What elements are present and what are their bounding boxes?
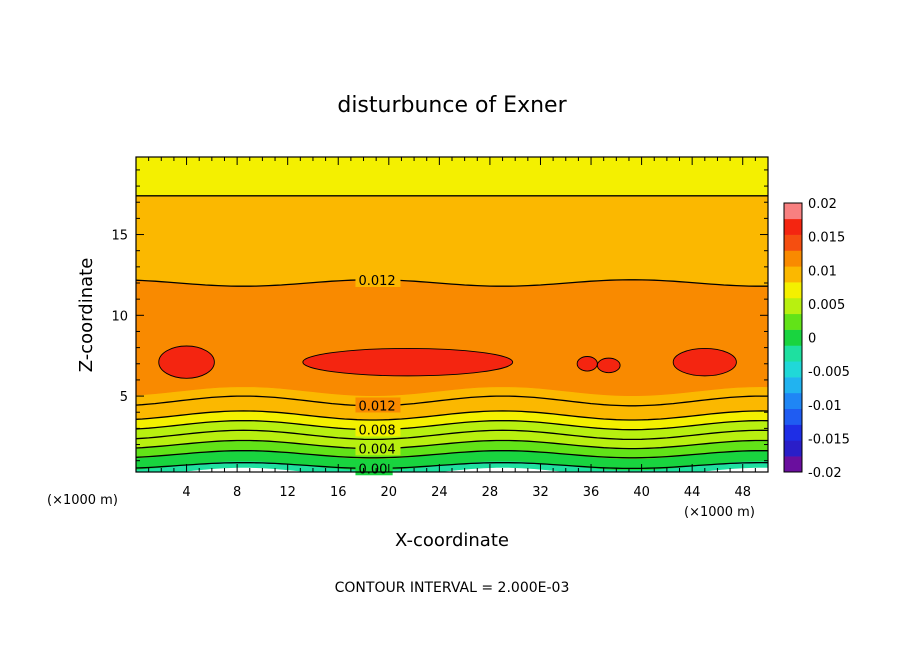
contour-label: 0.00: [358, 462, 387, 477]
x-unit-left: (×1000 m): [47, 493, 118, 508]
colorbar-swatch: [784, 234, 802, 251]
colorbar-swatch: [784, 392, 802, 410]
maximum-region-2: [576, 356, 598, 372]
y-tick-label: 10: [111, 309, 128, 324]
x-tick-label: 24: [431, 485, 448, 500]
fill-band-12: [136, 157, 768, 197]
colorbar-swatch: [784, 424, 802, 441]
contour-label: 0.004: [358, 442, 395, 457]
maximum-region-1: [302, 347, 514, 377]
x-tick-label: 4: [182, 485, 190, 500]
x-tick-label: 48: [734, 485, 751, 500]
x-tick-label: 20: [381, 485, 398, 500]
colorbar-tick-label: 0: [808, 332, 816, 347]
colorbar-tick-label: -0.01: [808, 399, 842, 414]
colorbar-swatch: [784, 408, 802, 425]
contour-line-3: [136, 429, 768, 441]
x-tick-label: 40: [633, 485, 650, 500]
maximum-region-0: [158, 345, 215, 379]
contour-label-bg: [355, 421, 401, 437]
y-axis: 5 10 15: [111, 169, 768, 462]
contour-lines: [136, 195, 768, 470]
x-tick-label: 16: [330, 485, 347, 500]
maximum-region-4: [672, 347, 737, 377]
x-tick-label: 8: [233, 485, 241, 500]
colorbar-swatch: [784, 345, 802, 362]
contour-interval-note: CONTOUR INTERVAL = 2.000E-03: [335, 580, 570, 596]
colorbar-tick-label: 0.02: [808, 197, 837, 212]
fill-band-11: [136, 195, 768, 239]
colorbar-tick-label: -0.005: [808, 365, 850, 380]
colorbar-swatch: [784, 456, 802, 473]
x-tick-label: 36: [583, 485, 600, 500]
colorbar-swatch: [784, 377, 802, 394]
contour-label-bg: [355, 440, 401, 456]
contour-fills: [136, 157, 768, 472]
contour-line-6: [136, 395, 768, 407]
x-tick-label: 32: [532, 485, 549, 500]
contour-label: 0.008: [358, 423, 395, 438]
colorbar-tick-label: -0.015: [808, 432, 850, 447]
colorbar-tick-label: 0.015: [808, 231, 845, 246]
colorbar-swatch: [784, 203, 802, 220]
x-tick-label: 44: [684, 485, 701, 500]
colorbar-tick-label: -0.02: [808, 466, 842, 481]
colorbar-swatch: [784, 218, 802, 235]
contour-line-4: [136, 419, 768, 431]
colorbar-swatch: [784, 313, 802, 330]
x-axis: 4 8 12 16 20 24 28 32 36 40 44 48: [148, 157, 756, 500]
colorbar-frame: [783, 202, 803, 473]
contour-line-0: [136, 461, 768, 470]
contour-labels: 0.00 0.004 0.008 0.012 0.012: [355, 271, 401, 477]
contour-line-1: [136, 450, 768, 459]
contour-label: 0.012: [358, 274, 395, 289]
y-axis-label: Z-coordinate: [76, 258, 97, 373]
maximum-region-3: [596, 357, 621, 374]
colorbar-swatch: [784, 329, 802, 346]
contour-label: 0.012: [358, 399, 395, 414]
colorbar-swatch: [784, 266, 802, 283]
chart-title: disturbunce of Exner: [337, 93, 567, 118]
colorbar-swatch: [784, 297, 802, 315]
colorbar-tick-label: 0.005: [808, 298, 845, 313]
colorbar-swatch: [784, 440, 802, 457]
colorbar-swatch: [784, 282, 802, 299]
contour-line-7: [136, 279, 768, 287]
y-tick-label: 15: [111, 229, 128, 244]
colorbar-tick-label: 0.01: [808, 264, 837, 279]
x-unit-right: (×1000 m): [684, 505, 755, 520]
x-tick-label: 28: [482, 485, 499, 500]
x-axis-label: X-coordinate: [395, 530, 509, 551]
x-tick-label: 12: [279, 485, 296, 500]
colorbar-swatch: [784, 361, 802, 378]
colorbar-swatch: [784, 250, 802, 267]
maxima-regions: [158, 345, 737, 379]
y-tick-label: 5: [120, 390, 128, 405]
contour-label-bg: [355, 397, 401, 413]
contour-line-5: [136, 410, 768, 421]
contour-label-bg: [355, 271, 401, 287]
colorbar: 0.02 0.015 0.01 0.005 0 -0.005 -0.01 -0.015 -0.0…: [783, 197, 850, 481]
contour-line-2: [136, 439, 768, 450]
fill-band-10: [136, 237, 768, 287]
